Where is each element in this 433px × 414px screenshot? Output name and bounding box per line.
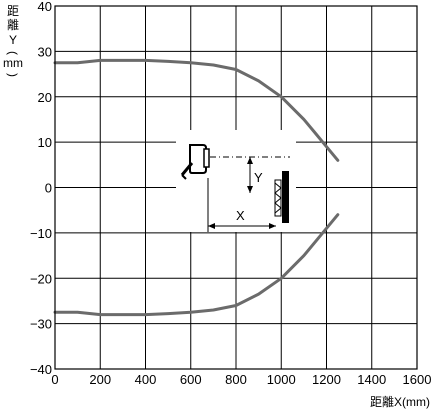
y-tick-label: −20 xyxy=(30,271,52,286)
x-tick-label: 0 xyxy=(51,372,58,387)
x-tick-label: 1000 xyxy=(267,372,296,387)
y-axis-label: 距離Y (mm) xyxy=(3,4,23,77)
y-tick-label: 10 xyxy=(38,135,52,150)
x-tick-label: 1400 xyxy=(357,372,386,387)
x-tick-label: 800 xyxy=(225,372,247,387)
target-hatch xyxy=(274,182,282,214)
x-tick-label: 600 xyxy=(180,372,202,387)
y-tick-label: 0 xyxy=(45,181,52,196)
upper-boundary-curve xyxy=(53,58,340,162)
y-axis-label-char: ( xyxy=(6,51,20,55)
x-tick-label: 1600 xyxy=(403,372,432,387)
lower-boundary-curve xyxy=(53,213,340,317)
sensor-diagram: Y X xyxy=(176,130,296,232)
y-tick-label: 20 xyxy=(38,90,52,105)
sensor-icon xyxy=(180,144,210,180)
y-tick-label: 40 xyxy=(38,0,52,14)
x-arrow-left xyxy=(208,223,215,229)
axes xyxy=(54,5,418,370)
x-tick-label: 1200 xyxy=(312,372,341,387)
tick-labels: 0 200 400 600 800 1000 1200 1400 1600 40 30 20 10 0 −1… xyxy=(30,0,432,387)
x-tick-label: 400 xyxy=(135,372,157,387)
y-axis-label-char: 離 xyxy=(7,18,19,32)
x-axis-label: 距離X(mm) xyxy=(370,395,430,409)
y-axis-label-char: Y xyxy=(9,33,17,47)
y-arrow-up xyxy=(247,157,253,164)
y-axis-label-char: 距 xyxy=(7,4,19,18)
y-axis-label-char: ) xyxy=(6,73,20,77)
y-dimension-label: Y xyxy=(254,170,263,185)
x-arrow-right xyxy=(269,223,276,229)
x-dimension-label: X xyxy=(236,208,245,223)
y-tick-label: −10 xyxy=(30,226,52,241)
y-tick-label: −40 xyxy=(30,362,52,377)
curves xyxy=(53,58,340,317)
plot-frame xyxy=(54,5,418,370)
target-plate xyxy=(282,171,289,223)
y-arrow-down xyxy=(247,186,253,193)
x-tick-label: 200 xyxy=(89,372,111,387)
y-tick-label: −30 xyxy=(30,317,52,332)
y-tick-label: 30 xyxy=(38,44,52,59)
y-axis-label-char: mm xyxy=(3,56,23,70)
